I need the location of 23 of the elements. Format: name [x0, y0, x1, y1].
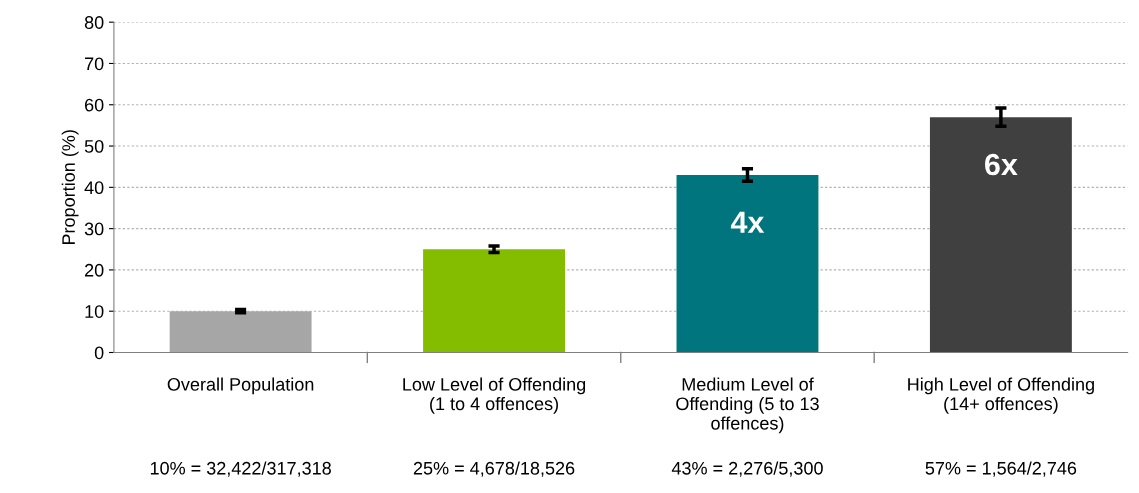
- x-tick-label: Low Level of Offending (1 to 4 offences): [403, 377, 586, 414]
- y-tick-label: 80: [84, 16, 104, 29]
- y-tick-label: 10: [85, 305, 104, 318]
- x-tick-label: Overall Population: [167, 377, 314, 395]
- bar: [423, 249, 565, 353]
- annotation: 4x: [730, 211, 765, 233]
- text: 43% = 2,276/5,300: [671, 461, 823, 477]
- y-tick-label: 60: [85, 98, 104, 112]
- y-tick-label: 50: [84, 139, 104, 153]
- y-tick-label: 40: [84, 181, 104, 195]
- y-tick-label: 70: [85, 57, 104, 71]
- y-tick-label: 20: [85, 263, 104, 277]
- bar: [676, 174, 819, 353]
- annotation: 6x: [985, 153, 1018, 176]
- x-tick-label: High Level of Offending (14+ offences): [908, 377, 1094, 414]
- text: 57% = 1,564/2,746: [925, 461, 1077, 477]
- y-tick-label: 0: [94, 346, 104, 360]
- bar: [929, 117, 1072, 353]
- y-tick-label: 30: [84, 222, 104, 236]
- y-axis-title: Proportion (%): [61, 130, 79, 245]
- text: 10% = 32,422/317,318: [150, 461, 331, 477]
- text: 25% = 4,678/18,526: [413, 461, 575, 477]
- x-tick-label: Medium Level of Offending (5 to 13 offences): [676, 377, 819, 434]
